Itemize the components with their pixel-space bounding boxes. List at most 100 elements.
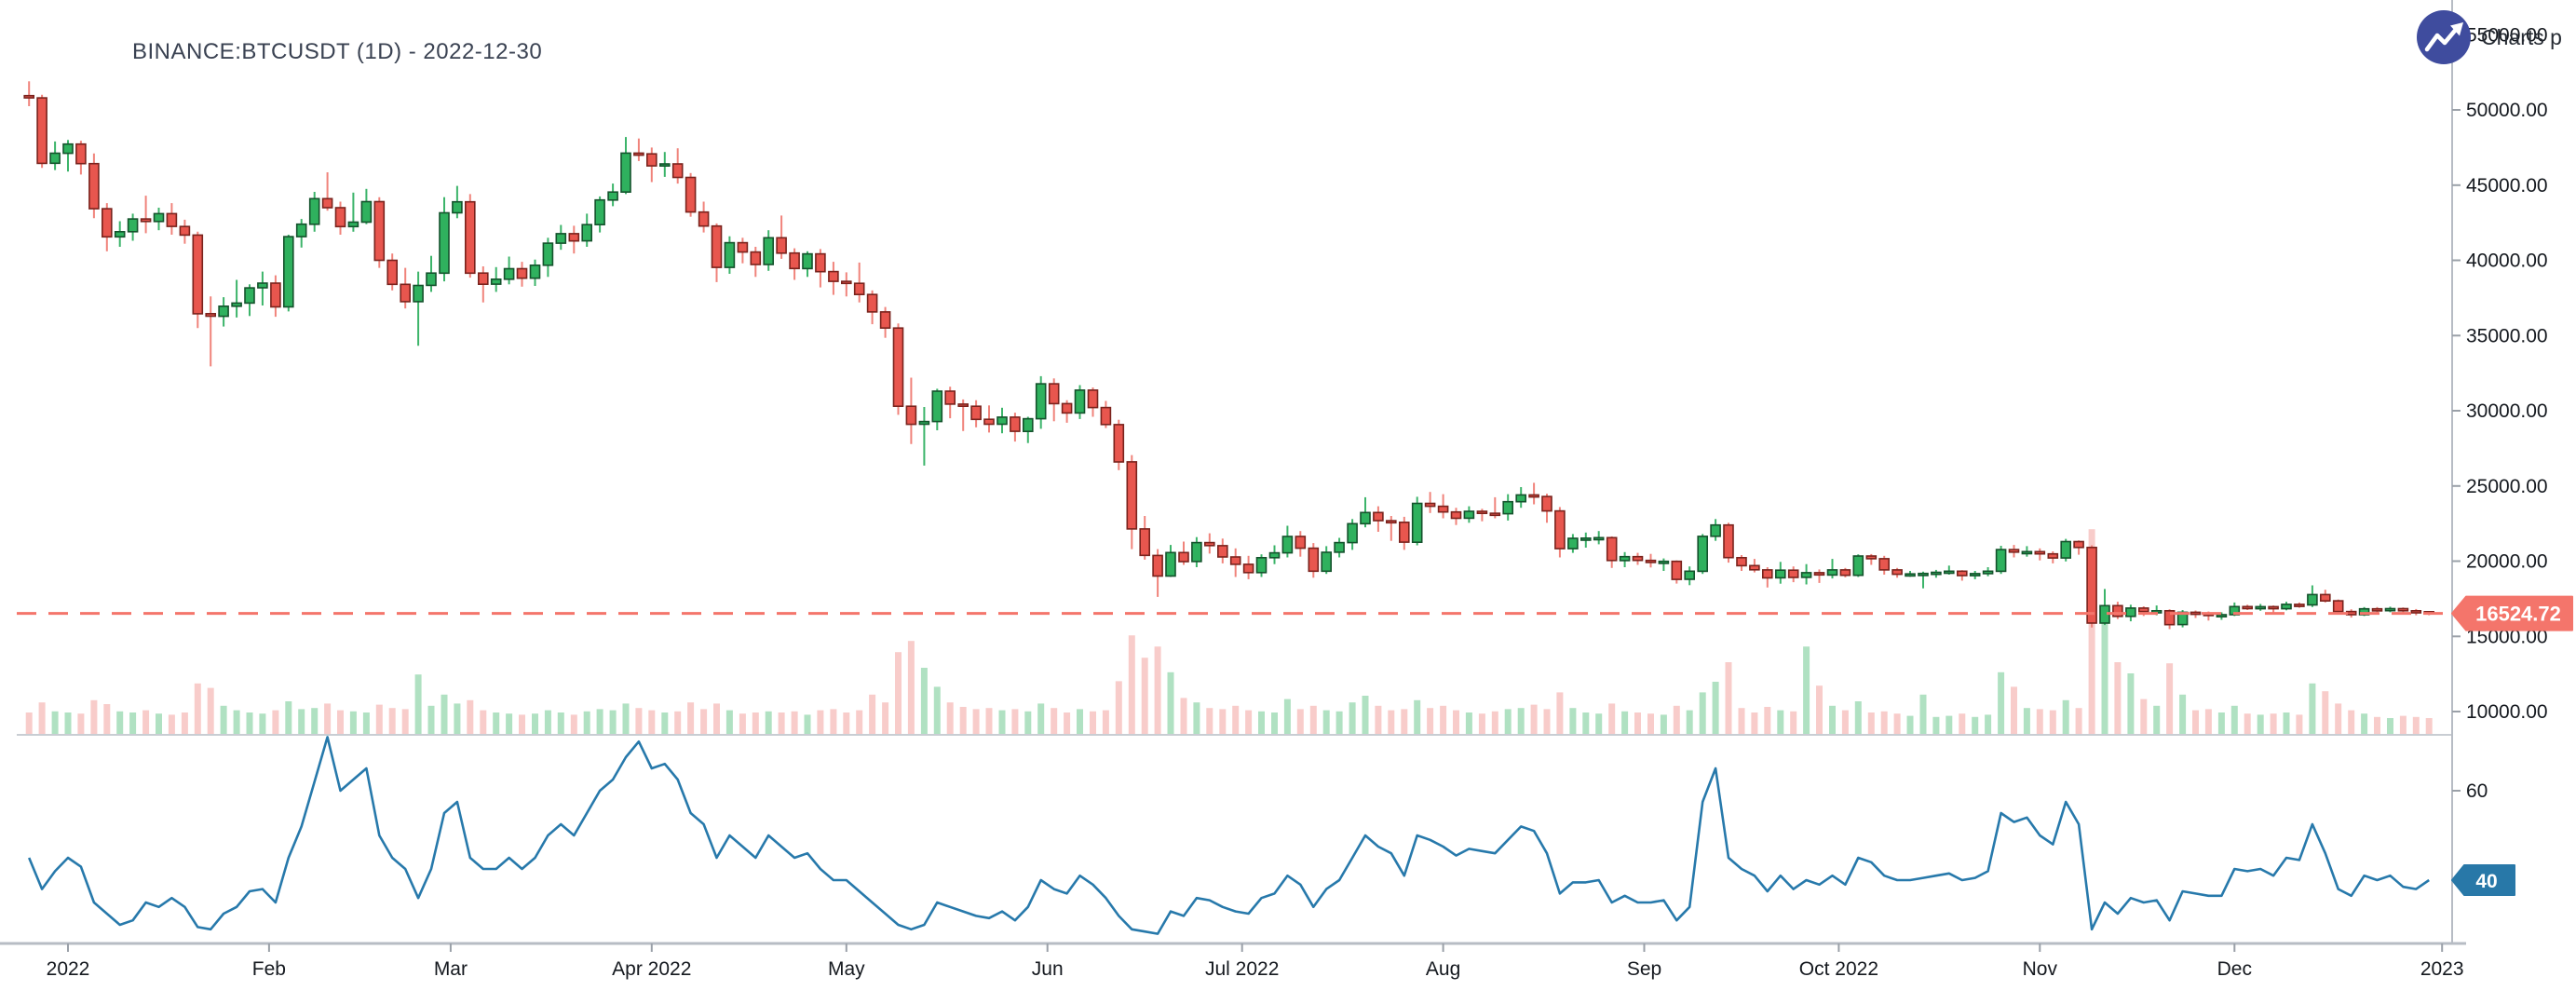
volume-bar xyxy=(1582,712,1590,735)
volume-bar xyxy=(1465,712,1472,735)
candle-body xyxy=(503,267,515,280)
candle-body xyxy=(866,293,878,313)
trend-arrow-logo-arrowhead xyxy=(2450,22,2463,36)
candle-body xyxy=(308,197,320,225)
volume-bar xyxy=(493,712,500,735)
price-tick-label: 20000.00 xyxy=(2466,551,2548,573)
volume-bar xyxy=(1764,707,1771,735)
candle-body xyxy=(802,252,813,270)
volume-bar xyxy=(2270,713,2277,735)
volume-bar xyxy=(1556,692,1564,735)
candle-body xyxy=(2086,546,2097,624)
volume-bar xyxy=(1543,709,1551,735)
candle-body xyxy=(490,278,502,285)
candle-body xyxy=(270,282,281,308)
candle-body xyxy=(1152,554,1163,577)
volume-bar xyxy=(1090,711,1096,735)
volume-bar xyxy=(1491,711,1498,735)
volume-bar xyxy=(2192,710,2199,735)
axes-layer: 55000.00 50000.00 45000.00 40000.00 35000.00… xyxy=(0,0,2548,980)
candle-body xyxy=(2073,540,2084,549)
candle-body xyxy=(1736,556,1747,567)
volume-bar xyxy=(674,711,682,735)
volume-bar xyxy=(1115,681,1122,735)
candle-body xyxy=(166,212,178,227)
candle-body xyxy=(231,302,242,307)
volume-bar xyxy=(1751,712,1758,735)
candle-body xyxy=(1242,563,1254,574)
indicator-value-tag: 40 xyxy=(2451,864,2515,896)
volume-bar xyxy=(2011,686,2017,735)
volume-bar xyxy=(583,711,590,735)
volume-bar xyxy=(817,710,824,735)
volume-bar xyxy=(1530,704,1538,735)
candle-body xyxy=(282,236,294,308)
trend-arrow-logo-icon xyxy=(2417,10,2471,64)
volume-bar xyxy=(414,674,422,735)
volume-bar xyxy=(64,712,72,735)
candle-body xyxy=(244,287,255,305)
volume-bar xyxy=(1440,705,1447,735)
time-tick-label: 2023 xyxy=(2420,958,2464,980)
volume-bar xyxy=(103,704,111,735)
volume-bar xyxy=(2153,705,2161,735)
volume-bar xyxy=(2140,699,2148,735)
volume-bar xyxy=(311,708,319,735)
volume-bar xyxy=(2127,673,2135,735)
candle-body xyxy=(257,282,268,289)
volume-bar xyxy=(1919,694,1927,735)
volume-bar xyxy=(622,703,630,735)
volume-bar xyxy=(2309,683,2316,735)
volume-bar xyxy=(1972,716,1979,735)
candle-body xyxy=(1826,569,1838,577)
candle-body xyxy=(205,312,216,318)
volume-bar xyxy=(1712,682,1719,735)
volume-bar xyxy=(1867,712,1875,735)
candle-body xyxy=(1762,569,1773,579)
candle-body xyxy=(360,200,373,224)
volume-bar xyxy=(1064,712,1071,735)
candle-body xyxy=(1697,536,1708,573)
volume-bar xyxy=(2230,705,2238,735)
candle-body xyxy=(23,94,35,99)
candle-body xyxy=(1606,536,1618,562)
volume-bar xyxy=(2166,663,2174,735)
candle-body xyxy=(1476,510,1488,515)
price-tick-label: 25000.00 xyxy=(2466,476,2548,497)
candle-body xyxy=(944,390,956,405)
volume-bar xyxy=(1271,712,1278,735)
price-tick-label: 35000.00 xyxy=(2466,325,2548,346)
volume-bar xyxy=(1296,709,1304,735)
volume-bar xyxy=(233,710,240,735)
candle-body xyxy=(1813,572,1825,577)
volume-bar xyxy=(2023,708,2030,735)
volume-bar xyxy=(557,712,564,735)
page-title: BINANCE:BTCUSDT (1D) - 2022-12-30 xyxy=(132,39,543,64)
volume-bar xyxy=(895,652,902,735)
candle-body xyxy=(1035,383,1047,420)
candle-body xyxy=(1632,555,1644,562)
candle-body xyxy=(153,212,165,223)
volume-bar xyxy=(129,712,137,735)
last-price-tag-value: 16524.72 xyxy=(2475,603,2561,626)
candle-body xyxy=(373,200,386,262)
volume-bar xyxy=(1024,711,1032,735)
candle-body xyxy=(879,311,891,329)
candlestick-layer xyxy=(23,81,2434,630)
candle-body xyxy=(1567,537,1579,549)
volume-bar xyxy=(1777,710,1784,735)
volume-bar xyxy=(1427,708,1434,735)
volume-bar xyxy=(1906,715,1914,735)
candle-body xyxy=(127,218,139,233)
candle-body xyxy=(1399,521,1410,543)
watermark-text: Charts p xyxy=(2481,25,2562,49)
volume-bar xyxy=(1985,714,1992,735)
volume-bar xyxy=(1401,709,1408,735)
candle-body xyxy=(1113,424,1125,463)
volume-bar xyxy=(1141,658,1148,735)
candle-body xyxy=(1450,510,1462,520)
time-tick-label: 2022 xyxy=(47,958,90,980)
candle-body xyxy=(2371,607,2383,612)
candle-body xyxy=(1048,383,1060,405)
volume-bar xyxy=(804,714,811,735)
